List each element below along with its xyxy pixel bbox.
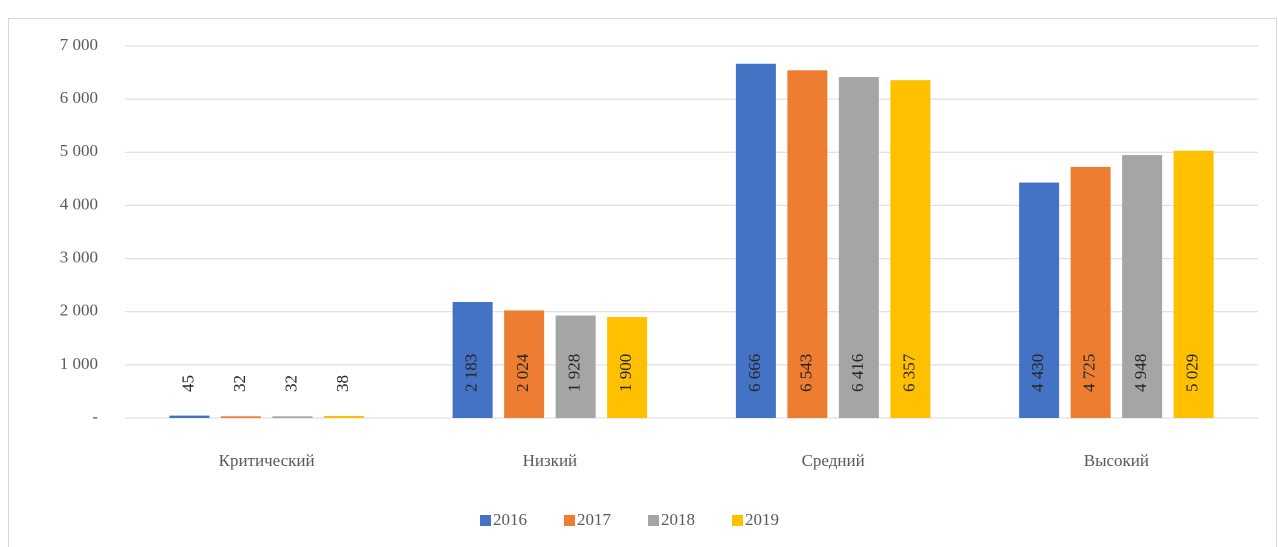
x-tick-label: Критический <box>219 451 315 470</box>
data-label: 1 928 <box>565 354 584 392</box>
y-tick-label: 6 000 <box>60 88 98 107</box>
bar <box>220 416 261 418</box>
data-label: 2 183 <box>462 354 481 392</box>
bar <box>452 301 493 418</box>
y-tick-label: 2 000 <box>60 301 98 320</box>
data-label: 4 725 <box>1080 354 1099 392</box>
bar <box>323 415 364 418</box>
data-label: 4 948 <box>1131 354 1150 392</box>
bar <box>787 70 828 418</box>
bar <box>1019 182 1060 418</box>
legend-swatch <box>648 515 659 526</box>
legend-swatch <box>564 515 575 526</box>
y-tick-label: 5 000 <box>60 141 98 160</box>
data-label: 2 024 <box>513 353 532 392</box>
legend-label: 2018 <box>661 510 695 529</box>
y-tick-label: 1 000 <box>60 354 98 373</box>
data-label: 38 <box>333 375 352 392</box>
bar <box>1173 150 1214 418</box>
legend-label: 2019 <box>745 510 779 529</box>
bar <box>735 63 776 418</box>
bar <box>838 77 879 418</box>
data-label: 1 900 <box>616 354 635 392</box>
x-tick-label: Высокий <box>1084 451 1149 470</box>
legend-swatch <box>480 515 491 526</box>
bar <box>1070 166 1111 418</box>
data-label: 6 357 <box>899 353 918 392</box>
y-tick-label: 4 000 <box>60 194 98 213</box>
data-label: 6 666 <box>745 354 764 392</box>
y-tick-label: - <box>92 407 98 426</box>
y-tick-label: 7 000 <box>60 35 98 54</box>
x-tick-label: Средний <box>802 451 865 470</box>
data-label: 6 543 <box>796 354 815 392</box>
data-label: 5 029 <box>1183 354 1202 392</box>
bar <box>169 415 210 418</box>
bar <box>555 315 596 418</box>
data-label: 32 <box>230 375 249 392</box>
bar <box>272 416 313 418</box>
legend-label: 2017 <box>577 510 612 529</box>
x-tick-label: Низкий <box>523 451 578 470</box>
data-label: 4 430 <box>1028 354 1047 392</box>
bar <box>890 80 931 418</box>
legend-label: 2016 <box>493 510 527 529</box>
chart-frame <box>8 18 1277 547</box>
bar <box>607 317 648 418</box>
data-label: 6 416 <box>848 354 867 392</box>
y-tick-label: 3 000 <box>60 247 98 266</box>
bar <box>1122 155 1163 419</box>
bar <box>504 310 545 418</box>
data-label: 45 <box>178 375 197 392</box>
legend-swatch <box>732 515 743 526</box>
data-label: 32 <box>281 375 300 392</box>
